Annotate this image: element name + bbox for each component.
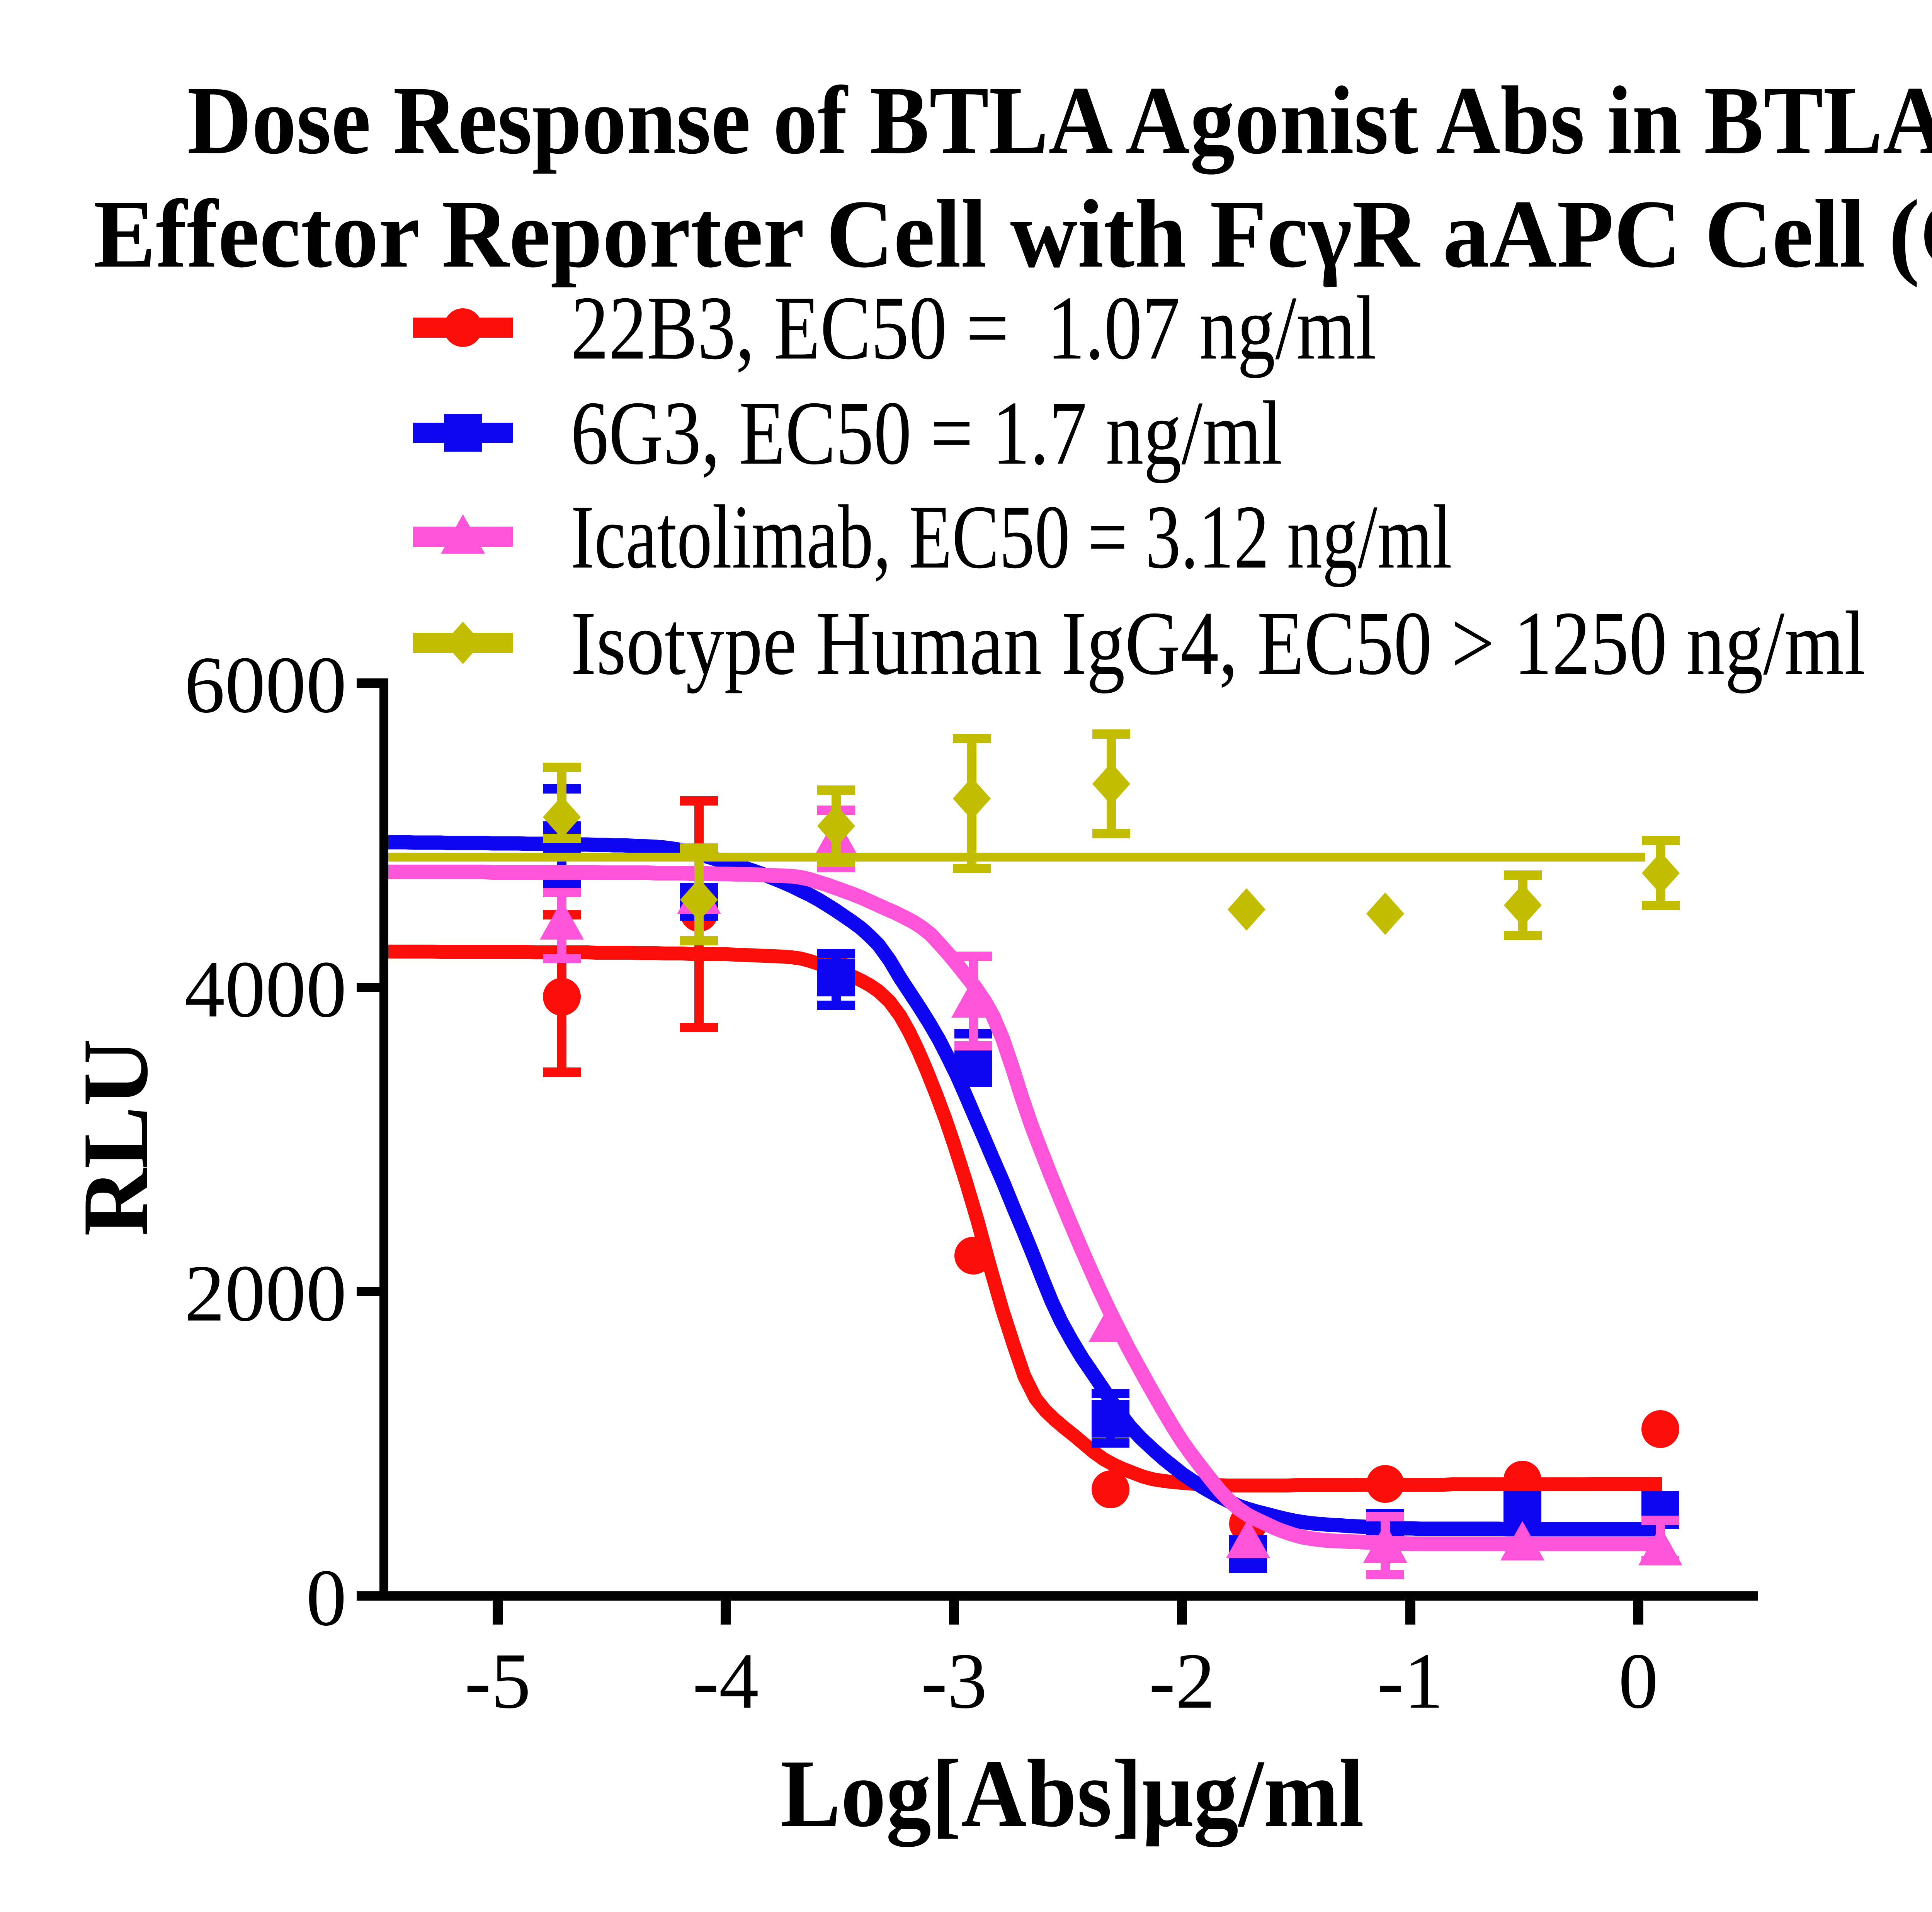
svg-text:-3: -3	[921, 1637, 987, 1725]
svg-text:Log[Abs]μg/ml: Log[Abs]μg/ml	[781, 1740, 1364, 1847]
svg-text:6000: 6000	[184, 640, 347, 730]
svg-text:-4: -4	[692, 1637, 759, 1725]
svg-text:-1: -1	[1377, 1637, 1444, 1725]
svg-text:Icatolimab, EC50 = 3.12 ng/ml: Icatolimab, EC50 = 3.12 ng/ml	[571, 487, 1452, 588]
svg-text:Effector Reporter Cell with Fc: Effector Reporter Cell with FcγR aAPC Ce…	[94, 180, 1932, 288]
svg-text:4000: 4000	[184, 945, 347, 1034]
svg-text:RLU: RLU	[64, 1039, 167, 1236]
svg-text:22B3, EC50 = 1.07 ng/ml: 22B3, EC50 = 1.07 ng/ml	[571, 278, 1377, 379]
svg-text:6G3, EC50 = 1.7 ng/ml: 6G3, EC50 = 1.7 ng/ml	[571, 383, 1282, 484]
svg-text:Dose Response of BTLA Agonist: Dose Response of BTLA Agonist Abs in BTL…	[187, 66, 1932, 175]
svg-text:2000: 2000	[184, 1249, 347, 1338]
svg-text:-2: -2	[1149, 1637, 1215, 1725]
svg-text:-5: -5	[464, 1637, 531, 1725]
svg-text:0: 0	[1619, 1637, 1658, 1725]
svg-text:0: 0	[306, 1553, 347, 1643]
svg-text:Isotype Human IgG4, EC50 > 125: Isotype Human IgG4, EC50 > 1250 ng/ml	[571, 593, 1866, 694]
